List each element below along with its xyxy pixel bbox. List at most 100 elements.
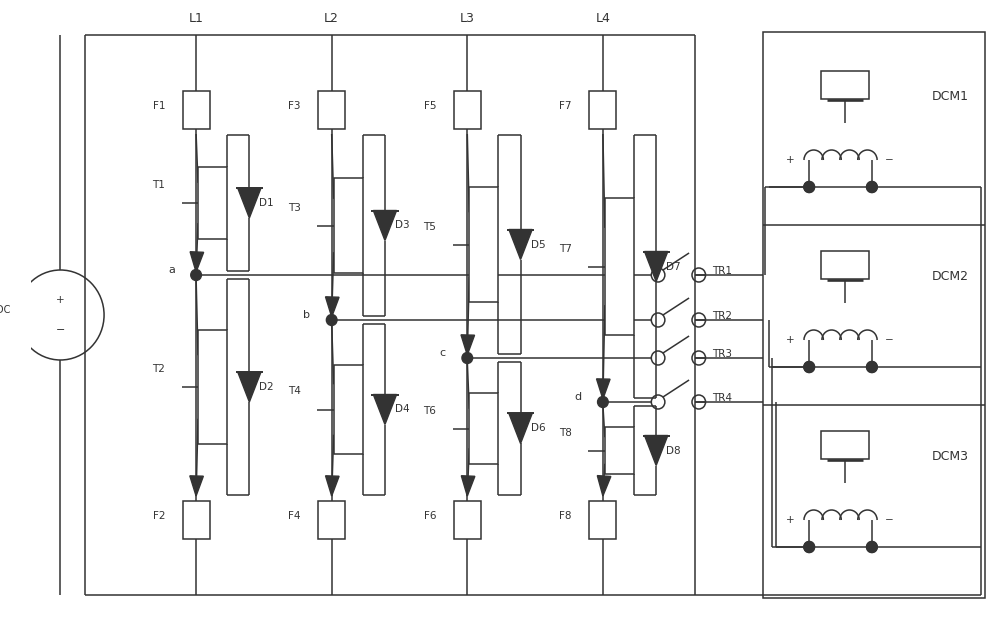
Text: TR2: TR2 — [712, 311, 732, 321]
Bar — [821, 431, 869, 459]
Text: +: + — [831, 258, 838, 266]
Text: D5: D5 — [531, 239, 545, 249]
Circle shape — [191, 270, 201, 280]
Bar — [821, 71, 869, 99]
Bar — [469, 393, 498, 464]
Text: T6: T6 — [423, 406, 436, 416]
Polygon shape — [597, 476, 611, 496]
Text: TR3: TR3 — [712, 349, 732, 359]
Text: D8: D8 — [666, 445, 681, 455]
Text: TR4: TR4 — [712, 393, 732, 403]
Text: −: − — [845, 257, 853, 267]
Bar — [605, 427, 634, 474]
Text: TR1: TR1 — [712, 266, 732, 276]
Circle shape — [462, 353, 473, 364]
Polygon shape — [597, 379, 610, 399]
Bar — [334, 365, 363, 454]
Polygon shape — [373, 394, 397, 425]
Bar — [589, 501, 616, 539]
Polygon shape — [509, 229, 532, 260]
Text: +: + — [831, 437, 838, 447]
Text: T8: T8 — [559, 428, 572, 437]
Circle shape — [804, 542, 815, 553]
Text: +: + — [831, 77, 838, 86]
Polygon shape — [190, 252, 204, 272]
Circle shape — [804, 181, 815, 193]
Circle shape — [867, 181, 877, 193]
Text: D2: D2 — [259, 382, 274, 392]
Text: T5: T5 — [423, 222, 436, 231]
Text: T7: T7 — [559, 244, 572, 253]
Text: −: − — [885, 335, 894, 345]
Polygon shape — [238, 372, 261, 402]
Text: T2: T2 — [152, 364, 165, 374]
Text: DC: DC — [0, 305, 10, 315]
Circle shape — [804, 181, 815, 193]
Bar — [183, 91, 210, 129]
Text: DCM2: DCM2 — [932, 270, 969, 284]
Text: T4: T4 — [288, 386, 301, 396]
Circle shape — [867, 362, 877, 372]
Bar — [198, 330, 227, 444]
Polygon shape — [373, 210, 397, 241]
Polygon shape — [461, 335, 475, 355]
Text: −: − — [885, 155, 894, 165]
Text: +: + — [786, 155, 794, 165]
Polygon shape — [645, 251, 668, 282]
Text: D7: D7 — [666, 261, 681, 272]
Circle shape — [804, 362, 815, 372]
Bar — [183, 501, 210, 539]
Text: L2: L2 — [324, 11, 339, 25]
Text: T3: T3 — [288, 202, 301, 212]
Text: +: + — [56, 295, 65, 305]
Bar — [318, 91, 345, 129]
Bar — [454, 91, 481, 129]
Text: b: b — [303, 310, 310, 320]
Text: F2: F2 — [153, 511, 165, 521]
Text: F1: F1 — [153, 101, 165, 111]
Text: F7: F7 — [559, 101, 572, 111]
Text: −: − — [56, 325, 65, 335]
Polygon shape — [461, 476, 475, 496]
Text: D6: D6 — [531, 423, 545, 433]
Text: −: − — [845, 437, 853, 447]
Text: c: c — [440, 348, 446, 358]
Text: F6: F6 — [424, 511, 436, 521]
Polygon shape — [326, 297, 339, 317]
Text: F4: F4 — [288, 511, 301, 521]
Circle shape — [867, 362, 877, 372]
Circle shape — [867, 542, 877, 553]
Circle shape — [867, 181, 877, 193]
Polygon shape — [509, 413, 532, 444]
Text: +: + — [786, 335, 794, 345]
Text: F3: F3 — [288, 101, 301, 111]
Circle shape — [804, 542, 815, 553]
Bar — [318, 501, 345, 539]
Text: −: − — [845, 77, 853, 87]
Text: d: d — [574, 392, 582, 402]
Polygon shape — [190, 476, 203, 496]
Bar — [334, 178, 363, 273]
Text: T1: T1 — [152, 180, 165, 190]
Polygon shape — [326, 476, 339, 496]
Text: L1: L1 — [189, 11, 204, 25]
Text: D3: D3 — [395, 220, 410, 231]
Text: D4: D4 — [395, 404, 410, 415]
Text: D1: D1 — [259, 198, 274, 208]
Text: a: a — [168, 265, 175, 275]
Bar — [198, 167, 227, 239]
Circle shape — [598, 396, 608, 408]
Bar — [821, 251, 869, 279]
Bar — [589, 91, 616, 129]
Text: L4: L4 — [595, 11, 610, 25]
Text: L3: L3 — [460, 11, 475, 25]
Polygon shape — [645, 435, 668, 466]
Circle shape — [326, 314, 337, 326]
Bar — [454, 501, 481, 539]
Bar — [469, 187, 498, 302]
Circle shape — [867, 542, 877, 553]
Text: DCM1: DCM1 — [932, 91, 969, 103]
Text: F5: F5 — [424, 101, 436, 111]
Bar — [605, 198, 634, 335]
Bar — [763, 32, 985, 598]
